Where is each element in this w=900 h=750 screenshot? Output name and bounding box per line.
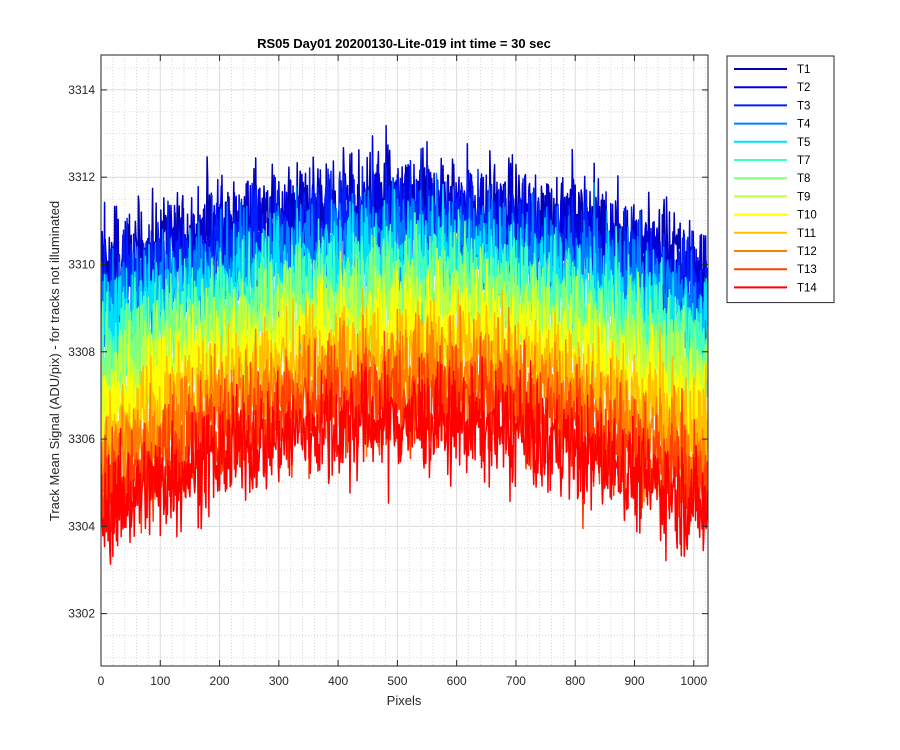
legend-label-t2: T2 (797, 82, 810, 94)
legend-label-t13: T13 (797, 264, 817, 276)
y-tick-label: 3310 (68, 257, 95, 271)
legend-label-t9: T9 (797, 191, 810, 203)
legend-label-t4: T4 (797, 119, 811, 131)
series-lines (101, 124, 708, 565)
x-axis-label: Pixels (387, 693, 422, 708)
x-tick-label: 700 (506, 674, 526, 688)
x-tick-label: 500 (387, 674, 407, 688)
legend-label-t5: T5 (797, 137, 810, 149)
y-axis-label: Track Mean Signal (ADU/pix) - for tracks… (47, 201, 62, 521)
legend: T1 T2 T3 T4 T5 T7 T8 T9 T10 T11 T12 T13 T14 (726, 55, 835, 304)
series-line-t13 (101, 330, 708, 534)
x-tick-label: 600 (447, 674, 467, 688)
x-tick-label: 900 (624, 674, 644, 688)
y-tick-label: 3302 (68, 607, 95, 621)
legend-label-t3: T3 (797, 100, 810, 112)
legend-label-t1: T1 (797, 64, 810, 76)
x-tick-label: 300 (269, 674, 289, 688)
series-line-t14 (101, 356, 708, 565)
legend-label-t14: T14 (797, 282, 817, 294)
y-tick-label: 3314 (68, 83, 95, 97)
legend-label-t8: T8 (797, 173, 810, 185)
x-tick-label: 1000 (680, 674, 707, 688)
y-tick-label: 3312 (68, 170, 95, 184)
x-tick-label: 200 (210, 674, 230, 688)
x-tick-label: 800 (565, 674, 585, 688)
legend-box (726, 55, 835, 304)
x-tick-label: 0 (98, 674, 105, 688)
series-line-t8 (101, 220, 708, 434)
legend-label-t7: T7 (797, 155, 810, 167)
x-tick-label: 400 (328, 674, 348, 688)
y-tick-label: 3308 (68, 345, 95, 359)
y-tick-label: 3306 (68, 432, 95, 446)
legend-label-t10: T10 (797, 210, 817, 222)
x-tick-label: 100 (150, 674, 170, 688)
plot-frame (100, 54, 709, 667)
axes: 0 100 200 300 400 500 600 700 800 900 1000 3302 3304… (68, 54, 709, 688)
legend-label-t11: T11 (797, 228, 816, 240)
y-tick-label: 3304 (68, 519, 95, 533)
chart-title: RS05 Day01 20200130-Lite-019 int time = … (257, 36, 551, 51)
legend-label-t12: T12 (797, 246, 817, 258)
